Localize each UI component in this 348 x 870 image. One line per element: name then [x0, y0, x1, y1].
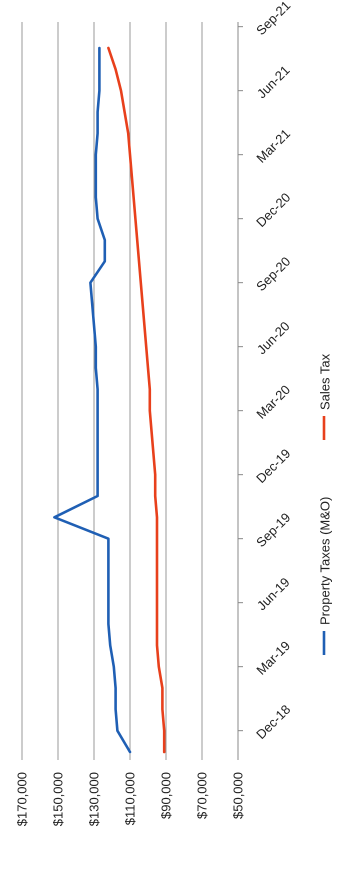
- y-tick-label: $110,000: [122, 772, 137, 825]
- gridlines: [22, 22, 238, 760]
- x-axis-ticks: [238, 27, 243, 731]
- legend-label: Property Taxes (M&O): [317, 497, 332, 625]
- y-tick-label: $90,000: [158, 772, 173, 819]
- x-tick-label: Sep-20: [253, 254, 293, 294]
- x-tick-label: Sep-19: [253, 510, 293, 550]
- x-tick-label: Dec-19: [253, 446, 293, 486]
- y-axis-tick-labels: $170,000 $150,000 $130,000 $110,000 $90,000 $…: [14, 772, 245, 826]
- series-line-sales-tax: [108, 48, 164, 752]
- legend: Property Taxes (M&O) Sales Tax: [317, 353, 332, 655]
- x-tick-label: Dec-18: [253, 702, 293, 742]
- series-line-property-taxes: [54, 48, 130, 752]
- x-tick-label: Jun-21: [254, 63, 293, 102]
- y-tick-label: $170,000: [14, 772, 29, 826]
- x-tick-label: Mar-20: [253, 382, 293, 422]
- x-tick-label: Jun-20: [254, 319, 293, 358]
- x-tick-label: Dec-20: [253, 190, 293, 230]
- x-axis-tick-labels: Dec-18 Mar-19 Jun-19 Sep-19 Dec-19 Mar-20 Jun-…: [253, 0, 293, 742]
- x-tick-label: Sep-21: [253, 0, 293, 38]
- legend-label: Sales Tax: [317, 353, 332, 410]
- x-tick-label: Mar-19: [253, 638, 293, 678]
- y-tick-label: $70,000: [194, 772, 209, 819]
- y-tick-label: $50,000: [230, 772, 245, 819]
- series-lines: [54, 48, 164, 752]
- y-tick-label: $150,000: [50, 772, 65, 826]
- y-tick-label: $130,000: [86, 772, 101, 826]
- x-tick-label: Jun-19: [254, 575, 293, 614]
- x-tick-label: Mar-21: [253, 126, 293, 166]
